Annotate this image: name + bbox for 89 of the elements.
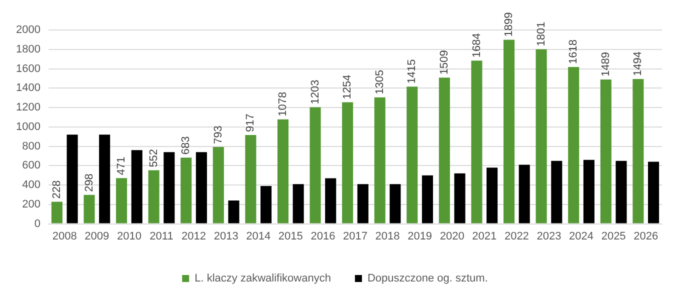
data-label: 793: [212, 126, 224, 144]
bar: [310, 107, 321, 224]
bar: [536, 49, 547, 224]
bar: [486, 168, 498, 224]
y-tick-label: 2000: [16, 24, 40, 36]
bar: [454, 173, 466, 224]
y-tick-label: 0: [34, 218, 40, 230]
x-tick-label: 2015: [278, 230, 303, 242]
data-label: 298: [83, 174, 96, 192]
data-label: 1618: [568, 40, 580, 64]
y-tick-label: 800: [22, 140, 40, 152]
bar: [471, 60, 482, 224]
bar: [292, 184, 304, 224]
y-tick-label: 200: [22, 198, 40, 210]
bar: [583, 160, 594, 224]
data-label: 917: [244, 114, 257, 132]
y-tick-label: 1400: [16, 82, 40, 94]
bar: [260, 186, 272, 224]
bar: [164, 152, 175, 224]
data-label: 1509: [438, 50, 450, 75]
y-tick-label: 1600: [16, 62, 40, 75]
data-label: 1078: [277, 92, 290, 116]
legend-label: L. klaczy zakwalifikowanych: [194, 272, 331, 285]
bar: [357, 184, 368, 224]
data-label: 471: [116, 156, 128, 176]
bar: [51, 202, 62, 224]
data-label: 1489: [600, 52, 612, 77]
x-tick-label: 2013: [214, 230, 238, 242]
bar: [148, 170, 160, 224]
bar: [228, 200, 240, 224]
x-tick-label: 2020: [440, 230, 464, 242]
bar: [648, 162, 660, 224]
bar: [504, 40, 515, 224]
x-tick-label: 2023: [536, 230, 562, 242]
bar: [422, 175, 434, 224]
y-tick-label: 1000: [16, 120, 40, 133]
y-tick-label: 1200: [16, 102, 40, 114]
bar: [277, 119, 289, 224]
data-label: 1203: [309, 80, 322, 104]
x-tick-label: 2017: [342, 230, 368, 242]
x-tick-label: 2009: [84, 230, 110, 242]
bar: [99, 134, 110, 224]
bar: [390, 184, 401, 224]
y-tick-label: 600: [22, 160, 40, 172]
x-tick-label: 2019: [408, 230, 432, 242]
x-tick-label: 2012: [182, 230, 206, 242]
x-tick-label: 2022: [504, 230, 529, 242]
bar: [245, 134, 256, 224]
y-tick-label: 400: [22, 179, 40, 192]
data-label: 1494: [632, 52, 644, 76]
data-label: 1684: [470, 33, 483, 58]
x-tick-label: 2014: [246, 230, 271, 242]
x-tick-label: 2008: [52, 230, 77, 242]
data-label: 1305: [374, 70, 386, 94]
data-label: 552: [148, 148, 160, 168]
bar: [374, 97, 386, 224]
bar: [212, 146, 224, 224]
data-label: 1899: [503, 12, 516, 37]
data-label: 683: [180, 136, 192, 155]
bar: [180, 158, 192, 224]
bar: [568, 67, 580, 224]
bar: [66, 134, 78, 224]
bar: [325, 178, 336, 224]
legend-label: Dopuszczone og. sztum.: [367, 272, 488, 285]
bar: [342, 102, 354, 224]
x-tick-label: 2024: [569, 230, 594, 242]
bar: [406, 86, 418, 224]
data-label: 1415: [406, 59, 418, 84]
data-label: 228: [50, 180, 63, 199]
bar: [84, 194, 95, 224]
data-label: 1254: [342, 74, 354, 100]
x-tick-label: 2025: [601, 230, 626, 242]
bar: [632, 79, 644, 224]
bar: [600, 80, 612, 224]
x-tick-label: 2026: [634, 230, 658, 242]
bar: [518, 164, 530, 224]
x-tick-label: 2021: [472, 230, 497, 242]
x-tick-label: 2016: [310, 230, 336, 242]
x-tick-label: 2010: [116, 230, 142, 242]
data-label: 1801: [535, 22, 548, 46]
bar: [551, 160, 562, 224]
x-tick-label: 2011: [150, 230, 174, 242]
y-tick-label: 1800: [16, 43, 40, 56]
bar: [438, 78, 450, 224]
bar: [616, 160, 627, 224]
x-tick-label: 2018: [375, 230, 400, 242]
bar: [116, 178, 128, 224]
bar: [196, 152, 207, 224]
bar: [131, 150, 142, 224]
